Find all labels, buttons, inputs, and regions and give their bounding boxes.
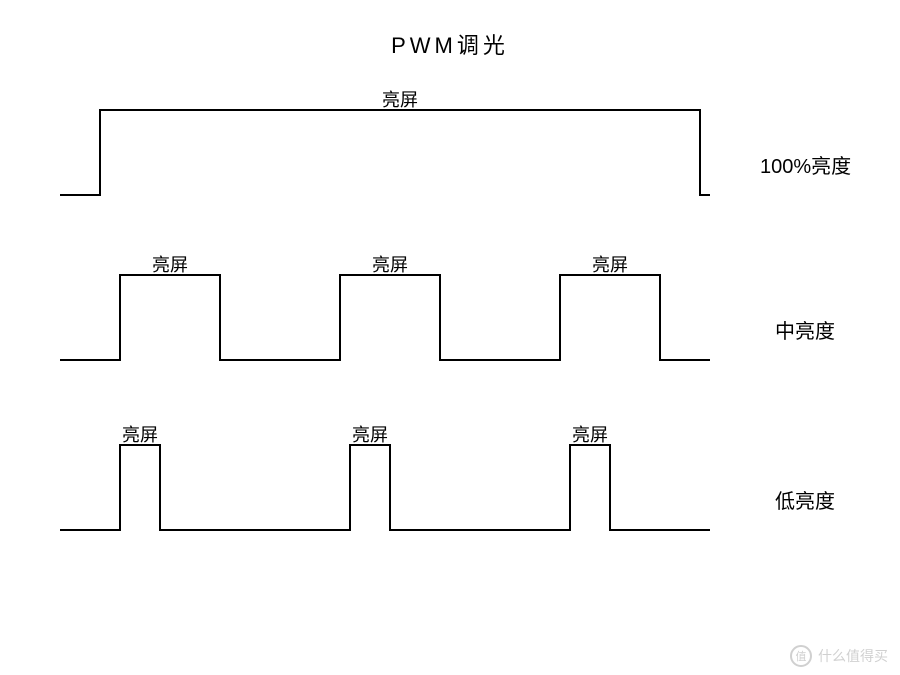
waveform-row: 亮屏亮屏亮屏低亮度: [0, 430, 900, 540]
pulse-label: 亮屏: [592, 251, 628, 277]
pulse-label: 亮屏: [382, 86, 418, 112]
waveform-path: [60, 275, 710, 360]
row-brightness-label: 低亮度: [775, 485, 835, 514]
waveform-path: [60, 110, 710, 195]
pulse-label: 亮屏: [572, 421, 608, 447]
waveform-path: [60, 445, 710, 530]
waveform-svg: [0, 260, 900, 370]
row-brightness-label: 100%亮度: [760, 150, 851, 179]
watermark-text: 什么值得买: [818, 646, 888, 666]
diagram-title: PWM调光: [0, 28, 900, 60]
pulse-label: 亮屏: [122, 421, 158, 447]
pulse-label: 亮屏: [372, 251, 408, 277]
watermark: 值 什么值得买: [790, 645, 888, 667]
pulse-label: 亮屏: [152, 251, 188, 277]
pulse-label: 亮屏: [352, 421, 388, 447]
waveform-row: 亮屏100%亮度: [0, 95, 900, 205]
row-brightness-label: 中亮度: [775, 315, 835, 344]
watermark-logo-icon: 值: [790, 645, 812, 667]
waveform-row: 亮屏亮屏亮屏中亮度: [0, 260, 900, 370]
